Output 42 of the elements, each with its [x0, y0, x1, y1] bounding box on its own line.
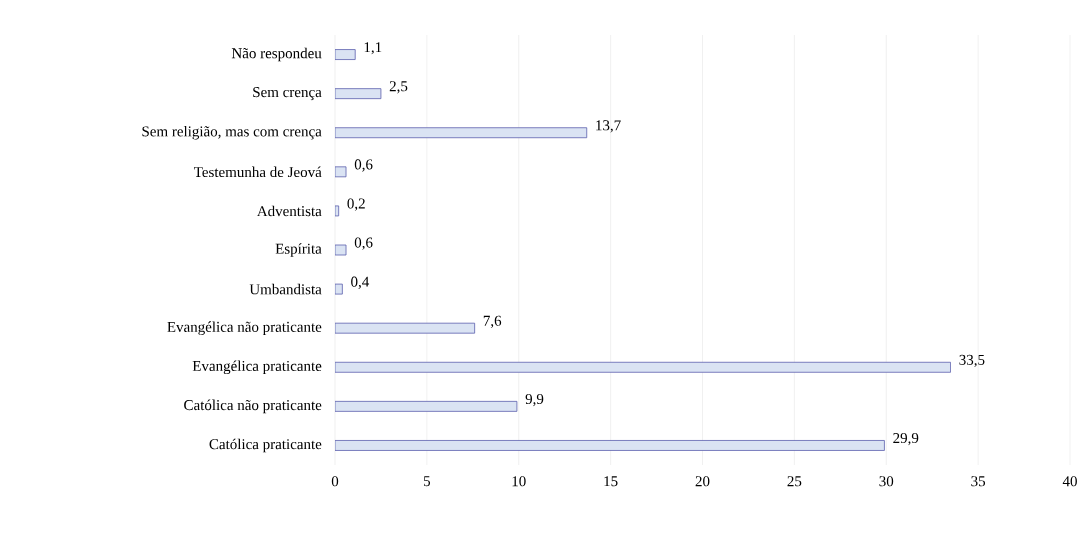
data-label: 33,5: [959, 354, 985, 368]
y-tick-label: Evangélica não praticante: [167, 321, 322, 336]
x-tick-label: 30: [879, 476, 894, 487]
data-label: 13,7: [596, 120, 621, 133]
x-tick-label: 15: [604, 476, 618, 487]
bar: [335, 166, 347, 178]
y-tick-label: Católica não praticante: [184, 399, 322, 414]
x-tick-label: 5: [424, 476, 431, 487]
bar: [335, 361, 951, 373]
bar: [335, 244, 347, 256]
y-tick-label: Sem religião, mas com crença: [142, 125, 322, 140]
data-label: 0,2: [347, 198, 365, 211]
y-tick-label: Sem crença: [253, 87, 322, 101]
data-label: 9,9: [525, 393, 544, 407]
y-tick-label: Católica praticante: [209, 438, 322, 453]
data-label: 29,9: [893, 433, 919, 446]
x-tick-label: 0: [331, 476, 339, 487]
data-label: 7,6: [483, 315, 502, 328]
bar: [335, 88, 382, 100]
bar: [335, 205, 340, 217]
y-tick-label: Evangélica praticante: [192, 360, 322, 375]
y-tick-label: Umbandista: [249, 283, 322, 295]
bar: [335, 322, 476, 334]
y-tick-label: Testemunha de Jeová: [193, 166, 322, 178]
x-tick-label: 20: [695, 476, 710, 487]
x-tick-label: 35: [971, 476, 986, 487]
data-label: 0,6: [354, 159, 373, 172]
bar: [335, 440, 885, 451]
bar: [335, 49, 356, 60]
y-tick-label: Espírita: [275, 243, 322, 257]
data-label: 1,1: [364, 42, 382, 55]
data-label: 0,6: [354, 237, 373, 250]
data-label: 2,5: [389, 81, 408, 94]
bar: [335, 283, 343, 295]
x-tick-label: 10: [512, 476, 526, 487]
data-label: 0,4: [351, 276, 370, 289]
y-tick-label: Não respondeu: [231, 47, 322, 62]
x-tick-label: 25: [787, 476, 802, 487]
x-tick-label: 40: [1062, 476, 1077, 487]
bar: [335, 127, 588, 139]
y-tick-label: Adventista: [256, 205, 322, 217]
bar: [335, 400, 518, 412]
